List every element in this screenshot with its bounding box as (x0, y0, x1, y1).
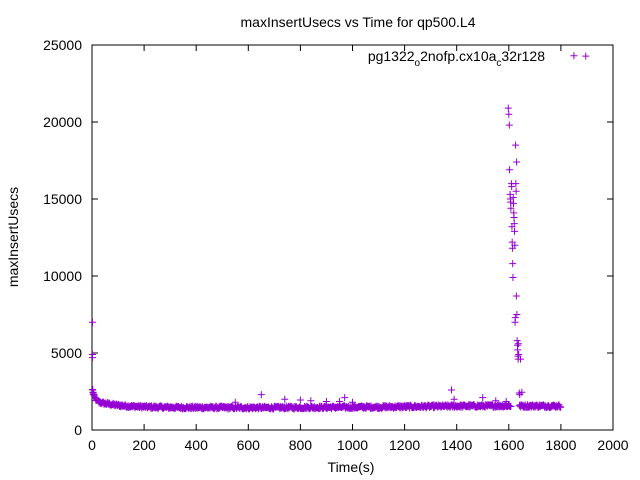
data-point (505, 121, 513, 129)
x-tick-label: 200 (132, 437, 156, 453)
legend-sub-1: o (415, 58, 421, 69)
plot-frame (91, 44, 614, 431)
data-point (335, 398, 343, 406)
data-point (518, 388, 526, 396)
data-point (514, 346, 522, 354)
data-point (513, 311, 521, 318)
legend-marker (582, 52, 590, 60)
data-point (296, 396, 304, 404)
tick-label-layer: 0 200 400 600 800 1000 1200 1400 1600 1800 2000050… (43, 37, 629, 453)
data-point (512, 141, 520, 149)
data-point (511, 227, 519, 235)
data-point (509, 200, 517, 208)
x-tick-label: 400 (185, 437, 209, 453)
x-tick-label: 600 (237, 437, 261, 453)
y-tick-label: 15000 (43, 191, 82, 207)
data-point (505, 110, 513, 118)
data-point (450, 395, 458, 403)
data-point (511, 314, 519, 322)
data-point (512, 187, 520, 195)
data-point (506, 166, 514, 174)
x-tick-label: 1000 (337, 437, 368, 453)
y-tick-label: 0 (74, 422, 82, 438)
x-axis-label: Time(s) (328, 459, 375, 475)
data-point (514, 340, 522, 348)
data-point (570, 52, 578, 60)
data-point (510, 213, 518, 221)
data-point (510, 220, 518, 228)
data-point (507, 198, 515, 206)
data-point (281, 395, 289, 403)
data-point (557, 403, 565, 411)
data-point (513, 158, 521, 166)
x-tick-label: 1800 (545, 437, 576, 453)
data-point (511, 241, 519, 249)
legend: pg1322o2nofp.cx10ac32r128 (368, 48, 545, 69)
tick-layer (91, 44, 614, 431)
data-point (509, 274, 517, 282)
data-point (231, 398, 239, 406)
legend-sub-2: c (496, 58, 501, 69)
data-points (89, 52, 590, 413)
x-tick-label: 800 (289, 437, 313, 453)
data-point (504, 104, 512, 112)
data-point (512, 292, 520, 300)
data-point (322, 398, 330, 406)
data-point (89, 318, 97, 326)
x-tick-label: 1600 (493, 437, 524, 453)
legend-tail: 32r128 (501, 48, 545, 64)
legend-mid: 2nofp.cx10a (420, 48, 496, 64)
data-point (447, 386, 455, 394)
data-point (89, 391, 97, 399)
y-axis-label: maxInsertUsecs (5, 187, 21, 287)
data-point (502, 398, 510, 406)
chart-title: maxInsertUsecs vs Time for qp500.L4 (241, 14, 476, 30)
data-point (509, 193, 517, 201)
data-point (492, 397, 500, 405)
y-tick-label: 20000 (43, 114, 82, 130)
legend-entry-label: pg1322o2nofp.cx10ac32r128 (368, 48, 545, 69)
data-point (479, 394, 487, 402)
data-point (257, 391, 265, 399)
data-point (349, 398, 356, 406)
data-point (507, 204, 515, 212)
data-point (307, 397, 315, 405)
y-tick-label: 10000 (43, 268, 82, 284)
data-point (517, 355, 525, 363)
x-tick-label: 1200 (389, 437, 420, 453)
data-point (515, 351, 523, 359)
data-point (509, 260, 517, 268)
data-point (512, 180, 520, 188)
y-tick-label: 5000 (51, 345, 82, 361)
x-tick-label: 1400 (441, 437, 472, 453)
x-tick-label: 0 (88, 437, 96, 453)
data-point (508, 183, 516, 191)
data-point (89, 354, 97, 362)
legend-base: pg1322 (368, 48, 415, 64)
data-point (556, 403, 564, 411)
x-tick-label: 2000 (597, 437, 628, 453)
y-tick-label: 25000 (43, 37, 82, 53)
data-point (341, 394, 349, 402)
data-point (507, 402, 515, 410)
